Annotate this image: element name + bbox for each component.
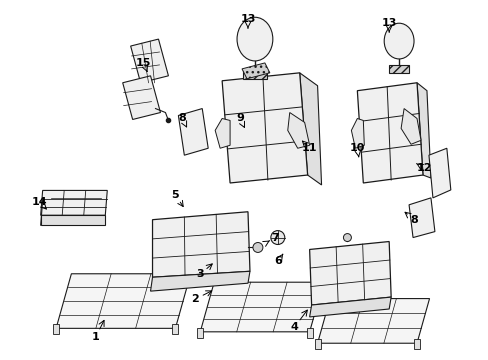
- Polygon shape: [413, 339, 419, 349]
- Circle shape: [343, 234, 351, 242]
- Polygon shape: [172, 324, 178, 334]
- Text: 13: 13: [240, 14, 255, 24]
- Polygon shape: [53, 324, 59, 334]
- Polygon shape: [152, 212, 249, 277]
- Polygon shape: [306, 328, 312, 338]
- Polygon shape: [388, 65, 408, 73]
- Polygon shape: [222, 73, 307, 183]
- Polygon shape: [357, 83, 422, 183]
- Polygon shape: [408, 198, 434, 238]
- Polygon shape: [197, 328, 203, 338]
- Text: 14: 14: [31, 197, 47, 207]
- Polygon shape: [150, 271, 249, 291]
- Polygon shape: [400, 109, 420, 144]
- Text: 8: 8: [178, 113, 186, 123]
- Polygon shape: [309, 242, 390, 305]
- Polygon shape: [215, 118, 230, 148]
- Text: 2: 2: [191, 294, 199, 304]
- Text: 13: 13: [381, 18, 396, 28]
- Polygon shape: [56, 274, 190, 328]
- Polygon shape: [130, 39, 168, 83]
- Text: 6: 6: [273, 256, 281, 266]
- Polygon shape: [416, 83, 430, 178]
- Text: 12: 12: [415, 163, 431, 173]
- Polygon shape: [122, 76, 160, 120]
- Polygon shape: [299, 73, 321, 185]
- Text: 11: 11: [301, 143, 317, 153]
- Circle shape: [252, 243, 263, 252]
- Polygon shape: [317, 298, 428, 343]
- Polygon shape: [243, 69, 266, 79]
- Polygon shape: [428, 148, 450, 198]
- Ellipse shape: [384, 23, 413, 59]
- Text: 1: 1: [92, 332, 100, 342]
- Polygon shape: [242, 63, 269, 79]
- Text: 3: 3: [196, 269, 203, 279]
- Polygon shape: [287, 113, 309, 148]
- Polygon shape: [309, 297, 390, 317]
- Polygon shape: [314, 339, 320, 349]
- Text: 8: 8: [409, 215, 417, 225]
- Text: 15: 15: [136, 58, 151, 68]
- Polygon shape: [41, 215, 105, 225]
- Text: 5: 5: [171, 190, 179, 200]
- Text: 4: 4: [290, 322, 298, 332]
- Polygon shape: [200, 282, 323, 332]
- Text: 7: 7: [270, 233, 278, 243]
- Polygon shape: [41, 190, 107, 215]
- Ellipse shape: [237, 17, 272, 61]
- Circle shape: [270, 231, 284, 244]
- Polygon shape: [351, 118, 364, 148]
- Text: 10: 10: [349, 143, 365, 153]
- Text: 9: 9: [236, 113, 244, 123]
- Polygon shape: [178, 109, 208, 155]
